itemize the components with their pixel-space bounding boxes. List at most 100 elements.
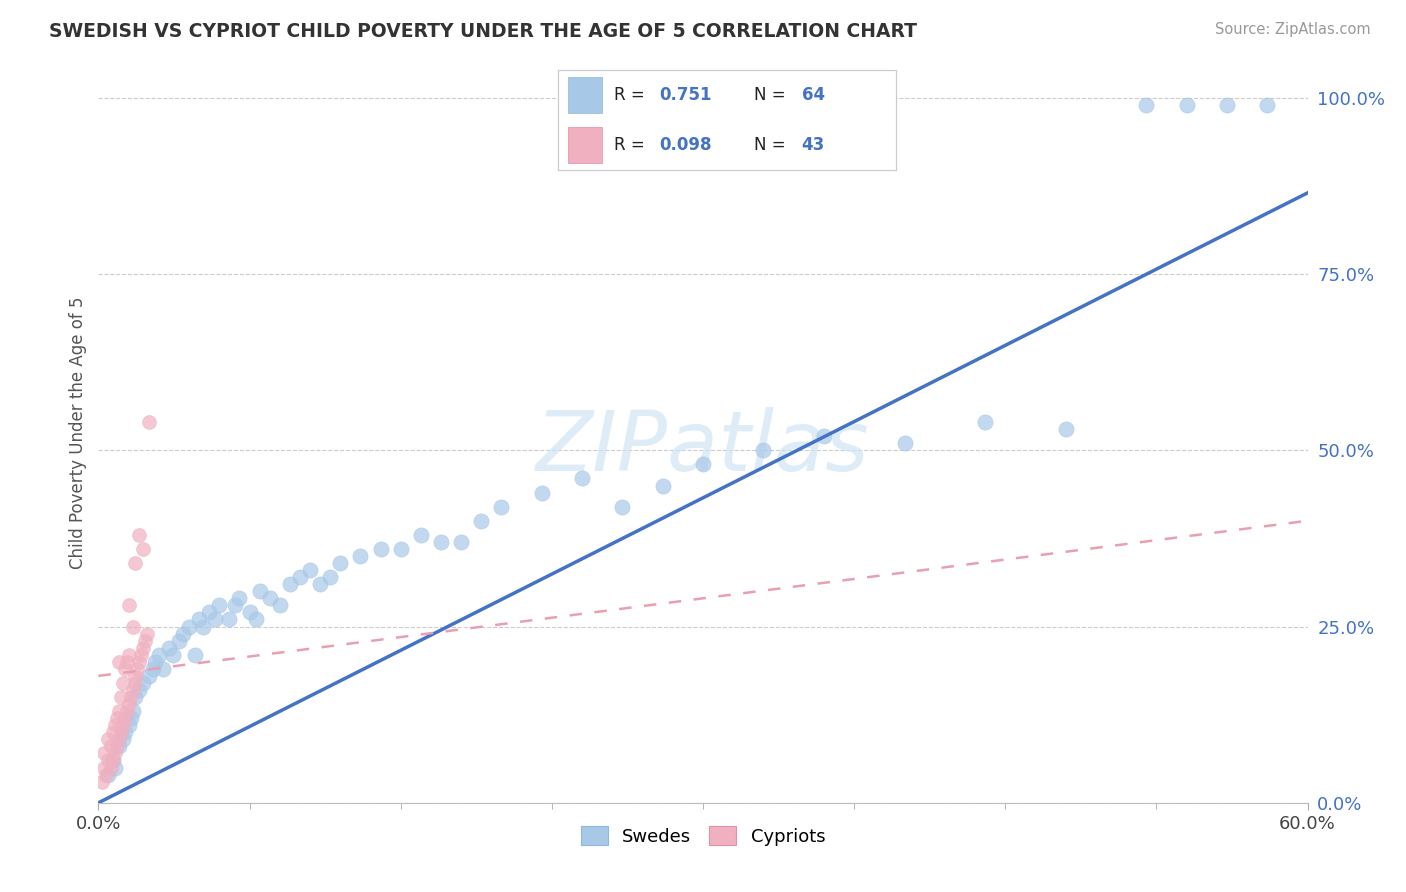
Point bbox=[124, 676, 146, 690]
Point bbox=[101, 725, 124, 739]
Point bbox=[204, 612, 226, 626]
Point bbox=[118, 599, 141, 613]
Point bbox=[118, 648, 141, 662]
Point bbox=[111, 676, 134, 690]
Text: ZIPatlas: ZIPatlas bbox=[536, 407, 870, 488]
Point bbox=[121, 704, 143, 718]
Point bbox=[91, 774, 114, 789]
Point bbox=[132, 676, 155, 690]
Point bbox=[107, 739, 129, 754]
Legend: Swedes, Cypriots: Swedes, Cypriots bbox=[574, 819, 832, 853]
Point bbox=[571, 471, 593, 485]
Point bbox=[105, 739, 128, 754]
Point bbox=[143, 655, 166, 669]
Point bbox=[218, 612, 240, 626]
Point bbox=[132, 640, 155, 655]
Point bbox=[115, 704, 138, 718]
Point bbox=[103, 718, 125, 732]
Point bbox=[100, 739, 122, 754]
Point bbox=[188, 612, 211, 626]
Point bbox=[103, 747, 125, 761]
Point bbox=[142, 662, 165, 676]
Point bbox=[121, 683, 143, 698]
Text: Source: ZipAtlas.com: Source: ZipAtlas.com bbox=[1215, 22, 1371, 37]
Point bbox=[162, 648, 184, 662]
Point bbox=[125, 662, 148, 676]
Point bbox=[107, 704, 129, 718]
Point bbox=[115, 655, 138, 669]
Point bbox=[224, 599, 246, 613]
Point bbox=[138, 415, 160, 429]
Point bbox=[278, 577, 301, 591]
Point bbox=[470, 514, 492, 528]
Point bbox=[97, 754, 120, 768]
Point bbox=[114, 711, 136, 725]
Point bbox=[100, 760, 122, 774]
Point bbox=[692, 458, 714, 472]
Point bbox=[132, 541, 155, 556]
Point bbox=[491, 500, 513, 514]
Point bbox=[105, 711, 128, 725]
Point bbox=[309, 577, 332, 591]
Point bbox=[612, 500, 634, 514]
Point bbox=[128, 528, 150, 542]
Point bbox=[114, 725, 136, 739]
Point bbox=[1054, 422, 1077, 436]
Point bbox=[651, 478, 673, 492]
Point bbox=[184, 648, 207, 662]
Point bbox=[167, 633, 190, 648]
Point bbox=[179, 619, 201, 633]
Point bbox=[138, 669, 160, 683]
Point bbox=[128, 655, 150, 669]
Point bbox=[107, 655, 129, 669]
Point bbox=[299, 563, 322, 577]
Point bbox=[157, 640, 180, 655]
Point bbox=[93, 760, 115, 774]
Point bbox=[124, 556, 146, 570]
Point bbox=[349, 549, 371, 563]
Point bbox=[96, 767, 118, 781]
Text: SWEDISH VS CYPRIOT CHILD POVERTY UNDER THE AGE OF 5 CORRELATION CHART: SWEDISH VS CYPRIOT CHILD POVERTY UNDER T… bbox=[49, 22, 917, 41]
Point bbox=[172, 626, 194, 640]
Point bbox=[530, 485, 553, 500]
Point bbox=[193, 619, 215, 633]
Point bbox=[129, 648, 152, 662]
Point bbox=[370, 541, 392, 556]
Point bbox=[208, 599, 231, 613]
Point bbox=[111, 718, 134, 732]
Point bbox=[329, 556, 352, 570]
Point bbox=[239, 606, 262, 620]
Point bbox=[124, 669, 146, 683]
Point bbox=[752, 443, 775, 458]
Point bbox=[450, 535, 472, 549]
Point bbox=[101, 754, 124, 768]
Point bbox=[1256, 97, 1278, 112]
Point bbox=[114, 662, 136, 676]
Point bbox=[128, 683, 150, 698]
Point bbox=[319, 570, 342, 584]
Point bbox=[120, 690, 142, 704]
Point bbox=[118, 718, 141, 732]
Point bbox=[111, 732, 134, 747]
Point bbox=[409, 528, 432, 542]
Point bbox=[110, 725, 132, 739]
Point bbox=[135, 626, 157, 640]
Point bbox=[1175, 97, 1198, 112]
Point bbox=[893, 436, 915, 450]
Point bbox=[974, 415, 997, 429]
Point bbox=[118, 697, 141, 711]
Point bbox=[120, 711, 142, 725]
Point bbox=[97, 767, 120, 781]
Y-axis label: Child Poverty Under the Age of 5: Child Poverty Under the Age of 5 bbox=[69, 296, 87, 569]
Point bbox=[245, 612, 267, 626]
Point bbox=[101, 754, 124, 768]
Point bbox=[152, 662, 174, 676]
Point bbox=[269, 599, 291, 613]
Point bbox=[259, 591, 281, 606]
Point bbox=[1216, 97, 1239, 112]
Point bbox=[389, 541, 412, 556]
Point bbox=[198, 606, 221, 620]
Point bbox=[1135, 97, 1157, 112]
Point bbox=[134, 633, 156, 648]
Point bbox=[121, 619, 143, 633]
